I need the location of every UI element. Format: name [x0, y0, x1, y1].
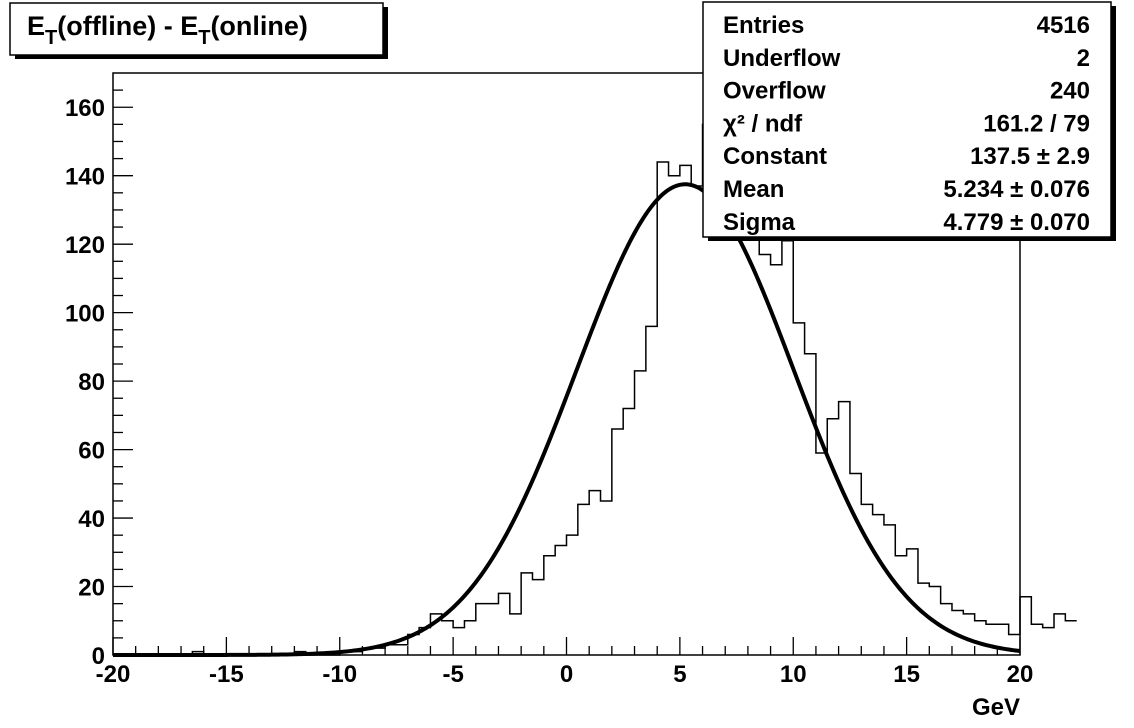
stats-value: 4516 — [1037, 12, 1090, 39]
histogram-bin — [1020, 597, 1031, 655]
x-tick-label: 15 — [893, 661, 920, 688]
histogram-bin — [975, 621, 986, 655]
histogram-bin — [884, 525, 895, 655]
y-tick-label: 40 — [78, 506, 105, 533]
histogram-bin — [555, 545, 566, 655]
stats-label: Entries — [723, 12, 804, 39]
histogram-bin — [986, 624, 997, 655]
histogram-bin — [748, 176, 759, 655]
x-tick-label: -20 — [96, 661, 131, 688]
histogram-bin — [442, 621, 453, 655]
title-part3: (online) — [210, 11, 307, 41]
histogram-bin — [669, 176, 680, 655]
histogram-bin — [861, 504, 872, 655]
stats-box: Entries 4516 Underflow 2 Overflow 240 χ² / ndf… — [702, 1, 1116, 241]
x-tick-label: 0 — [560, 661, 573, 688]
stats-value: 137.5 ± 2.9 — [970, 143, 1090, 170]
histogram-bin — [691, 186, 702, 655]
histogram-bin — [464, 621, 475, 655]
x-tick-label: -5 — [442, 661, 463, 688]
histogram-bin — [873, 515, 884, 655]
histogram-bin — [567, 535, 578, 655]
svg-text:ET(offline) - ET(online): ET(offline) - ET(online) — [27, 11, 308, 49]
x-axis: -20 -15 -10 -5 0 5 10 15 20 — [96, 637, 1034, 688]
histogram-bin — [1031, 624, 1042, 655]
y-tick-label: 140 — [65, 164, 105, 191]
histogram-bin — [1043, 628, 1054, 655]
histogram-bin — [396, 645, 407, 655]
stats-label: Underflow — [723, 45, 841, 72]
stats-label: Mean — [723, 176, 784, 203]
y-tick-label: 160 — [65, 95, 105, 122]
stats-label: Constant — [723, 143, 827, 170]
histogram-bin — [839, 402, 850, 655]
histogram-bin — [453, 628, 464, 655]
histogram-bin — [510, 614, 521, 655]
histogram-bin — [476, 604, 487, 655]
stats-value: 4.779 ± 0.070 — [943, 209, 1090, 236]
stats-label: χ² / ndf — [723, 110, 803, 137]
x-tick-label: -15 — [209, 661, 244, 688]
histogram-bin — [498, 593, 509, 655]
title-part2: (offline) - E — [57, 11, 198, 41]
y-tick-label: 120 — [65, 232, 105, 259]
histogram-bin — [1054, 614, 1065, 655]
histogram-bin — [657, 162, 668, 655]
stats-label: Overflow — [723, 78, 826, 105]
histogram-bin — [487, 604, 498, 655]
gaussian-fit-curve — [113, 182, 1021, 657]
histogram-bin — [782, 241, 793, 655]
histogram-bin — [521, 573, 532, 655]
histogram-bin — [635, 371, 646, 655]
histogram-bin — [601, 501, 612, 655]
y-axis: 0 20 40 60 80 100 120 140 160 — [65, 89, 133, 670]
stats-value: 240 — [1050, 78, 1090, 105]
x-tick-label: -10 — [322, 661, 357, 688]
histogram-bin — [1065, 621, 1076, 655]
histogram-bin — [963, 614, 974, 655]
title-part1: E — [27, 11, 45, 41]
y-tick-label: 100 — [65, 301, 105, 328]
title-sub1: T — [45, 27, 57, 49]
y-tick-label: 80 — [78, 369, 105, 396]
histogram-bin — [918, 583, 929, 655]
histogram-bin — [544, 556, 555, 655]
title-box: ET(offline) - ET(online) — [9, 2, 388, 59]
y-tick-label: 20 — [78, 575, 105, 602]
x-tick-label: 5 — [673, 661, 686, 688]
histogram-bin — [623, 409, 634, 655]
histogram-bin — [612, 429, 623, 655]
y-tick-label: 60 — [78, 438, 105, 465]
x-tick-label: 20 — [1007, 661, 1034, 688]
stats-label: Sigma — [723, 209, 796, 236]
histogram-bin — [646, 326, 657, 655]
histogram-bin — [578, 504, 589, 655]
histogram-bin — [680, 165, 691, 655]
y-tick-label: 0 — [92, 643, 105, 670]
stats-value: 161.2 / 79 — [983, 110, 1090, 137]
histogram-bin — [532, 580, 543, 655]
histogram-bin — [759, 254, 770, 655]
stats-value: 5.234 ± 0.076 — [943, 176, 1090, 203]
histogram-bin — [816, 453, 827, 655]
histogram-bin — [589, 491, 600, 655]
histogram-bin — [850, 474, 861, 655]
histogram-bin — [374, 648, 385, 655]
title-sub2: T — [198, 27, 210, 49]
histogram-bin — [895, 556, 906, 655]
x-tick-label: 10 — [780, 661, 807, 688]
stats-value: 2 — [1077, 45, 1090, 72]
histogram-bin — [827, 419, 838, 655]
x-axis-title: GeV — [972, 694, 1020, 721]
